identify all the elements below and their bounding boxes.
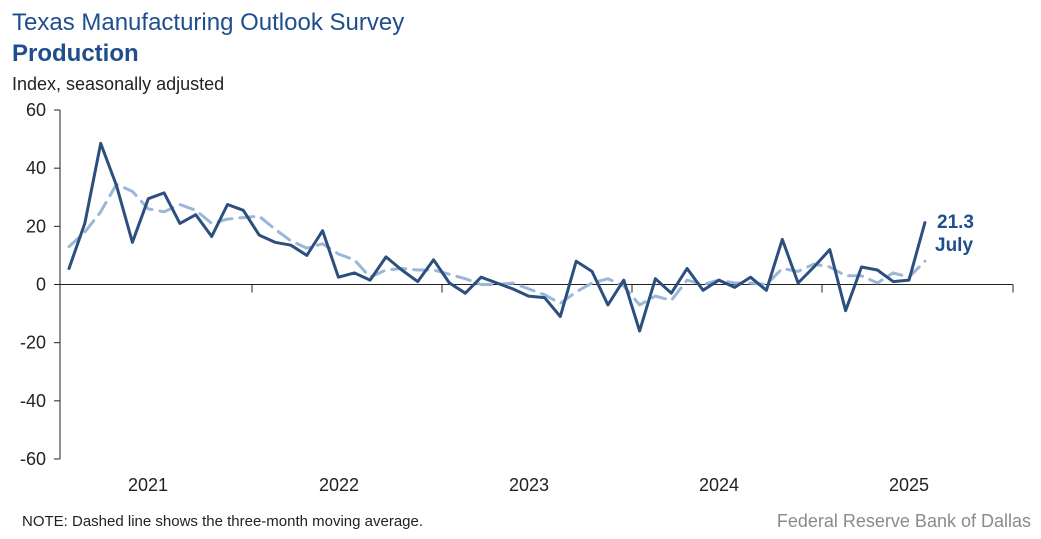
- chart-series: [67, 141, 927, 333]
- moving-average-line: [67, 182, 927, 307]
- x-tick-label: 2025: [889, 475, 929, 495]
- y-tick-label: -20: [20, 333, 46, 353]
- annotation-month: July: [935, 235, 973, 256]
- x-tick-label: 2024: [699, 475, 739, 495]
- y-tick-label: 60: [26, 100, 46, 120]
- footnote: NOTE: Dashed line shows the three-month …: [22, 513, 424, 530]
- y-tick-label: 40: [26, 158, 46, 178]
- x-tick-label: 2022: [319, 475, 359, 495]
- annotation-value: 21.3: [937, 212, 974, 233]
- chart-title: Texas Manufacturing Outlook Survey: [12, 9, 405, 36]
- production-index-line: [67, 141, 927, 333]
- chart-axes: [54, 109, 1014, 460]
- chart-labels: 60 40 20 0 -20 -40 -60 2021 2022 2023 2024 2025 21.3…: [20, 100, 974, 495]
- y-tick-label: 0: [36, 275, 46, 295]
- y-axis-label: Index, seasonally adjusted: [12, 74, 225, 94]
- x-tick-label: 2023: [509, 475, 549, 495]
- y-tick-label: -40: [20, 391, 46, 411]
- y-tick-label: -60: [20, 449, 46, 469]
- chart-subtitle: Production: [12, 40, 139, 67]
- y-tick-label: 20: [26, 216, 46, 236]
- x-tick-label: 2021: [128, 475, 168, 495]
- source-credit: Federal Reserve Bank of Dallas: [776, 511, 1031, 531]
